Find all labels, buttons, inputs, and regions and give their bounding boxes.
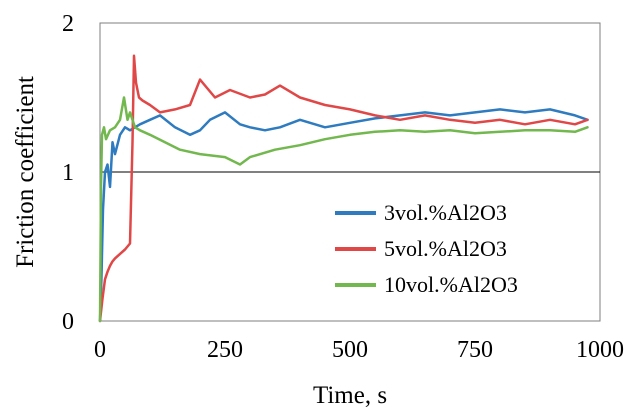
- legend: 3vol.%Al2O3 5vol.%Al2O3 10vol.%Al2O3: [335, 200, 518, 297]
- y-tick-label: 2: [62, 11, 74, 37]
- axes: 0 250 500 750 1000 0 1 2: [62, 11, 624, 363]
- x-axis-title: Time, s: [313, 382, 387, 409]
- legend-label-3: 10vol.%Al2O3: [384, 272, 518, 297]
- legend-label-2: 5vol.%Al2O3: [384, 236, 507, 261]
- legend-label-1: 3vol.%Al2O3: [384, 200, 507, 225]
- x-tick-label: 0: [94, 337, 106, 363]
- x-tick-label: 500: [332, 337, 368, 363]
- x-tick-label: 1000: [576, 337, 624, 363]
- x-tick-label: 750: [457, 337, 493, 363]
- y-tick-label: 0: [62, 309, 74, 335]
- x-tick-label: 250: [207, 337, 243, 363]
- y-tick-label: 1: [62, 160, 74, 186]
- y-axis-title: Friction coefficient: [12, 76, 39, 268]
